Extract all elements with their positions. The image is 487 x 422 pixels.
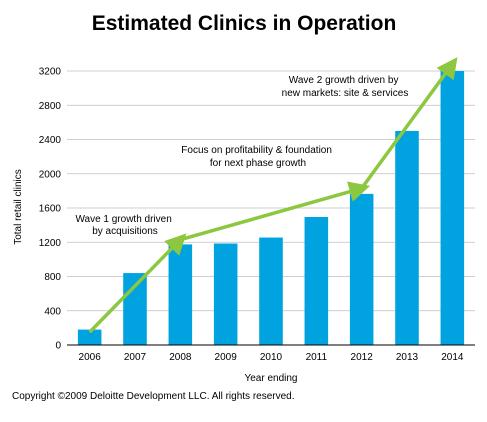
annotation-focus-line1: Focus on profitability & foundation <box>181 145 332 156</box>
x-tick-label: 2006 <box>79 352 102 363</box>
bar-2011 <box>304 216 329 345</box>
annotation-wave2: Wave 2 growth driven by new markets: sit… <box>282 75 409 99</box>
trend-arrow-1 <box>88 233 187 334</box>
x-tick-label: 2014 <box>441 352 464 363</box>
annotation-wave1-line2: by acquisitions <box>92 226 158 237</box>
bar-2013 <box>395 130 419 345</box>
bar-2006 <box>77 329 102 345</box>
annotation-focus: Focus on profitability & foundation for … <box>181 145 334 169</box>
copyright-notice: Copyright ©2009 Deloitte Development LLC… <box>12 391 295 402</box>
x-tick-label: 2011 <box>306 352 328 363</box>
bar-2012 <box>349 193 374 345</box>
trend-arrows <box>88 57 458 334</box>
x-tick-label: 2009 <box>215 352 238 363</box>
y-tick-label: 2000 <box>39 169 62 180</box>
bar-2010 <box>259 237 283 345</box>
x-axis-label: Year ending <box>244 373 297 384</box>
y-tick-label: 3200 <box>39 67 62 78</box>
y-tick-label: 2800 <box>39 101 62 112</box>
x-axis-ticks: 2006 2007 2008 2009 2010 2011 2012 2013 2014 <box>79 352 464 363</box>
x-tick-label: 2007 <box>124 352 147 363</box>
x-tick-label: 2008 <box>169 352 192 363</box>
trend-arrow-2 <box>179 181 371 242</box>
y-tick-label: 800 <box>44 272 61 283</box>
annotation-focus-line2: for next phase growth <box>210 158 306 169</box>
bars <box>77 71 465 345</box>
annotation-wave2-line1: Wave 2 growth driven by <box>289 75 399 86</box>
chart-title: Estimated Clinics in Operation <box>92 12 397 35</box>
bar-2009 <box>213 243 238 345</box>
x-tick-label: 2010 <box>260 352 283 363</box>
annotation-wave1-line1: Wave 1 growth driven <box>75 214 171 225</box>
y-tick-label: 2400 <box>39 135 62 146</box>
y-axis-ticks: 0 400 800 1200 1600 2000 2400 2800 3200 <box>39 67 62 352</box>
bar-2008 <box>168 244 193 345</box>
y-tick-label: 400 <box>44 306 61 317</box>
bar-2014 <box>440 71 465 345</box>
annotation-wave2-line2: new markets: site & services <box>282 88 409 99</box>
trend-arrow-3 <box>360 57 458 190</box>
y-tick-label: 1600 <box>39 204 62 215</box>
x-tick-label: 2013 <box>396 352 419 363</box>
y-tick-label: 0 <box>55 341 61 352</box>
x-tick-label: 2012 <box>351 352 374 363</box>
annotation-wave1: Wave 1 growth driven by acquisitions <box>75 214 174 237</box>
y-tick-label: 1200 <box>39 238 62 249</box>
y-axis-label: Total retail clinics <box>13 169 24 245</box>
